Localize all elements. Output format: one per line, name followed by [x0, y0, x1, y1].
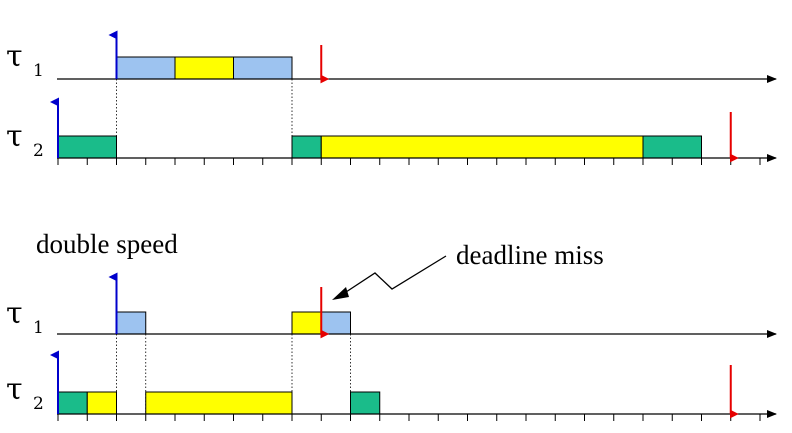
- task-row-tau2-top: τ 2: [6, 97, 777, 165]
- job-arrows: [50, 97, 739, 163]
- task-row-tau1-bottom: τ 1: [6, 272, 777, 339]
- execution-block-blue: [233, 56, 293, 80]
- task-symbol: τ: [6, 372, 23, 407]
- execution-block-yellow: [86, 391, 117, 415]
- deadline-miss-label: deadline miss: [456, 240, 604, 270]
- double-speed-label: double speed: [36, 229, 178, 259]
- task-index: 2: [33, 394, 44, 414]
- job-arrows: [108, 272, 330, 339]
- diagram-bottom: double speed deadline miss τ 1 τ 2: [6, 229, 777, 421]
- task-row-tau2-bottom: τ 2: [6, 350, 777, 421]
- deadline-miss-pointer-head: [332, 287, 349, 300]
- execution-block-blue: [116, 311, 147, 335]
- task-symbol: τ: [6, 119, 23, 154]
- task-index: 2: [33, 141, 44, 161]
- execution-block-blue: [116, 56, 176, 80]
- execution-blocks: [57, 391, 381, 415]
- connectors-top: [116, 79, 293, 158]
- execution-block-green: [642, 135, 702, 159]
- diagram-top: τ 1 τ 2: [6, 30, 777, 165]
- execution-block-yellow: [320, 135, 644, 159]
- execution-block-green: [350, 391, 381, 415]
- task-row-tau1-top: τ 1: [6, 30, 777, 84]
- axis-ticks: [57, 414, 761, 421]
- job-arrows: [108, 30, 330, 84]
- execution-block-green: [57, 135, 117, 159]
- execution-blocks: [116, 56, 293, 80]
- execution-block-blue: [320, 311, 351, 335]
- execution-block-green: [291, 135, 322, 159]
- execution-block-yellow: [291, 311, 322, 335]
- deadline-miss-pointer: [342, 255, 447, 295]
- task-index: 1: [33, 318, 44, 338]
- execution-block-yellow: [145, 391, 293, 415]
- job-arrows: [50, 350, 739, 419]
- task-symbol: τ: [6, 39, 23, 74]
- execution-blocks: [116, 311, 351, 335]
- axis-ticks: [57, 158, 761, 165]
- execution-block-green: [57, 391, 88, 415]
- task-symbol: τ: [6, 296, 23, 331]
- execution-block-yellow: [174, 56, 234, 80]
- task-index: 1: [33, 61, 44, 81]
- execution-blocks: [57, 135, 702, 159]
